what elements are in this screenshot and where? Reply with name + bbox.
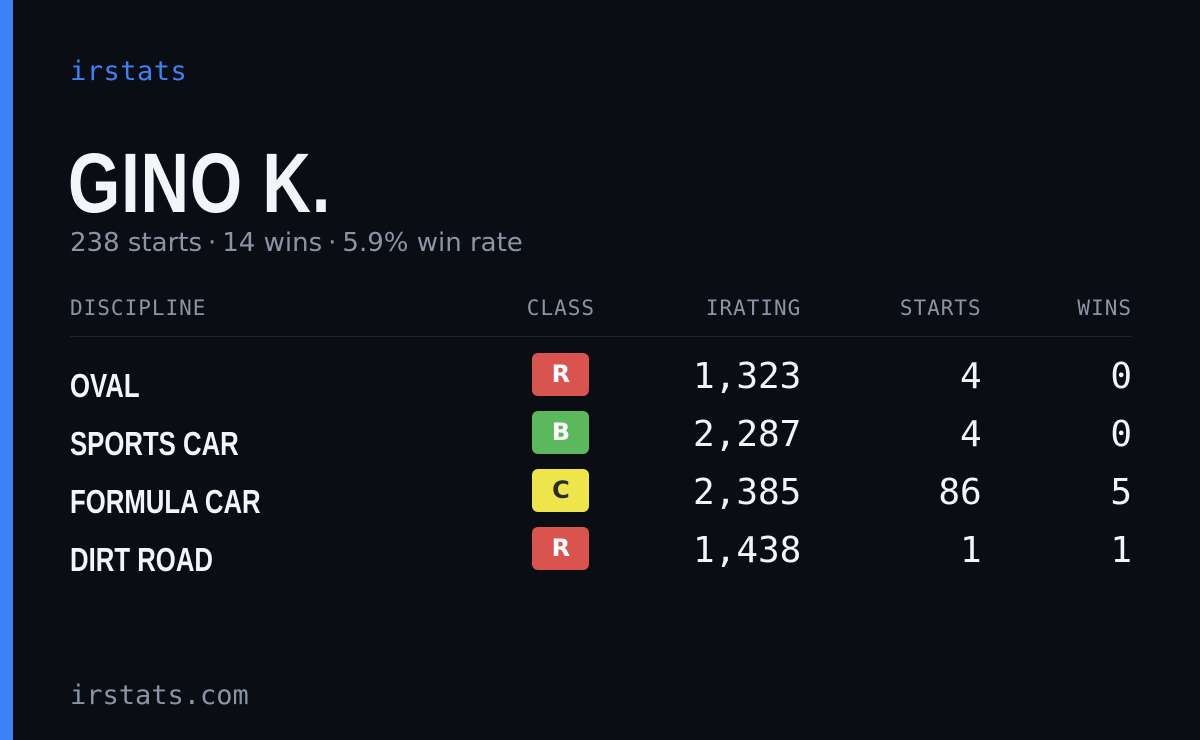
discipline-stats-table: DISCIPLINE CLASS IRATING STARTS WINS OVA… (70, 296, 1132, 583)
discipline-name: FORMULA CAR (70, 483, 261, 520)
table-header-row: DISCIPLINE CLASS IRATING STARTS WINS (70, 296, 1132, 337)
driver-name: GINO K. (68, 136, 332, 230)
irating-value: 2,287 (692, 413, 802, 455)
starts-value: 1 (959, 529, 982, 571)
brand-logo-text: irstats (70, 56, 188, 87)
accent-bar (0, 0, 13, 740)
header-wins: WINS (981, 296, 1132, 337)
header-class: CLASS (525, 296, 596, 337)
footer-url: irstats.com (70, 680, 249, 711)
starts-value: 4 (959, 413, 982, 455)
license-class-badge: R (532, 526, 590, 570)
starts-count: 238 starts (70, 228, 202, 258)
header-starts: STARTS (801, 296, 982, 337)
discipline-name: SPORTS CAR (70, 425, 239, 462)
license-class-badge: B (532, 410, 590, 454)
wins-count: 14 wins (222, 228, 323, 258)
discipline-name: OVAL (70, 367, 140, 404)
irating-value: 1,323 (692, 355, 802, 397)
irating-value: 1,438 (692, 529, 802, 571)
table-row: DIRT ROAD R 1,438 1 1 (70, 525, 1132, 583)
wins-value: 1 (1110, 529, 1132, 571)
discipline-name: DIRT ROAD (70, 541, 213, 578)
header-discipline: DISCIPLINE (70, 296, 526, 337)
driver-summary: 238 starts · 14 wins · 5.9% win rate (70, 228, 523, 258)
starts-value: 86 (938, 471, 982, 513)
separator: · (208, 228, 217, 258)
license-class-badge: R (532, 352, 590, 396)
header-irating: IRATING (595, 296, 802, 337)
irating-value: 2,385 (692, 471, 802, 513)
starts-value: 4 (959, 355, 982, 397)
wins-value: 0 (1110, 355, 1132, 397)
wins-value: 5 (1110, 471, 1132, 513)
license-class-badge: C (532, 468, 590, 512)
table-row: FORMULA CAR C 2,385 86 5 (70, 467, 1132, 525)
wins-value: 0 (1110, 413, 1132, 455)
table-row: OVAL R 1,323 4 0 (70, 337, 1132, 410)
table-row: SPORTS CAR B 2,287 4 0 (70, 409, 1132, 467)
separator: · (328, 228, 337, 258)
win-rate: 5.9% win rate (342, 228, 523, 258)
